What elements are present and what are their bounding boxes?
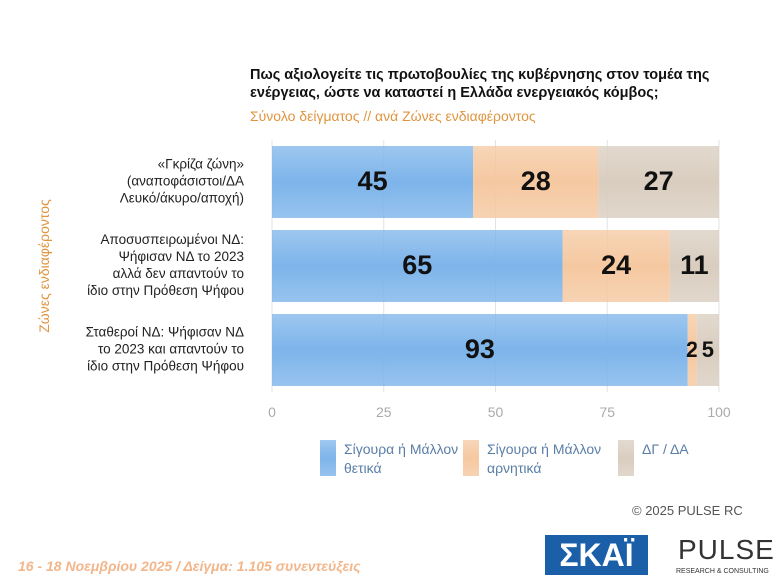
y-tick-label: ίδιο στην Πρόθεση Ψήφου [87,283,244,298]
data-label: 11 [680,250,709,280]
bar [687,314,697,386]
bar [272,314,688,386]
x-tick-label: 75 [599,404,615,420]
chart-title: Πως αξιολογείτε τις πρωτοβουλίες της κυβ… [250,67,710,101]
y-axis-label: Ζώνες ενδιαφέροντος [36,199,52,333]
data-label: 27 [644,166,674,196]
legend-item: Σίγουρα ή Μάλλον θετικά [320,440,474,478]
data-label: 45 [358,166,388,196]
y-tick-label: αλλά δεν απαντούν το [113,266,244,281]
x-tick-label: 25 [376,404,392,420]
bar [473,146,599,218]
y-tick-label: Ψήφισαν ΝΔ το 2023 [119,249,244,264]
legend-label: ΔΓ / ΔΑ [642,441,689,457]
y-tick-label: (αναποφάσιστοι/ΔΑ [127,174,244,189]
legend-label: Σίγουρα ή Μάλλον θετικά [344,441,459,476]
chart-subtitle: Σύνολο δείγματος // ανά Ζώνες ενδιαφέρον… [250,108,536,124]
legend-label: Σίγουρα ή Μάλλον αρνητικά [487,441,602,476]
y-tick-label: «Γκρίζα ζώνη» [158,157,244,172]
data-label: 24 [601,250,631,280]
y-tick-label: Αποσυσπειρωμένοι ΝΔ: [100,232,244,247]
legend-item: ΔΓ / ΔΑ [618,440,702,476]
legend-swatch [320,440,336,476]
x-tick-label: 100 [707,404,731,420]
data-label: 93 [465,334,495,364]
data-label: 65 [402,250,432,280]
legend-swatch [618,440,634,476]
y-tick-label: Λευκό/άκυρο/αποχή) [120,191,244,206]
copyright: © 2025 PULSE RC [632,503,743,518]
y-tick-label: ίδιο στην Πρόθεση Ψήφου [87,359,244,374]
bar [272,146,474,218]
bar [562,230,670,302]
legend-swatch [463,440,479,476]
data-label: 28 [521,166,551,196]
bar [272,230,563,302]
x-tick-label: 50 [488,404,504,420]
data-label: 5 [702,337,714,362]
logo: ΣΚΑΪ [545,535,648,575]
bar [696,314,719,386]
logo-subtitle: RESEARCH & CONSULTING [676,568,769,575]
footer: 16 - 18 Νοεμβρίου 2025 / Δείγμα: 1.105 σ… [18,558,361,574]
bar [598,146,719,218]
legend-item: Σίγουρα ή Μάλλον αρνητικά [463,440,617,478]
x-tick-label: 0 [268,404,276,420]
logo: PULSE [678,534,775,565]
y-tick-label: Σταθεροί ΝΔ: Ψήφισαν ΝΔ [86,325,244,340]
data-label: 2 [686,337,698,362]
y-tick-label: το 2023 και απαντούν το [98,342,244,357]
bar [669,230,719,302]
